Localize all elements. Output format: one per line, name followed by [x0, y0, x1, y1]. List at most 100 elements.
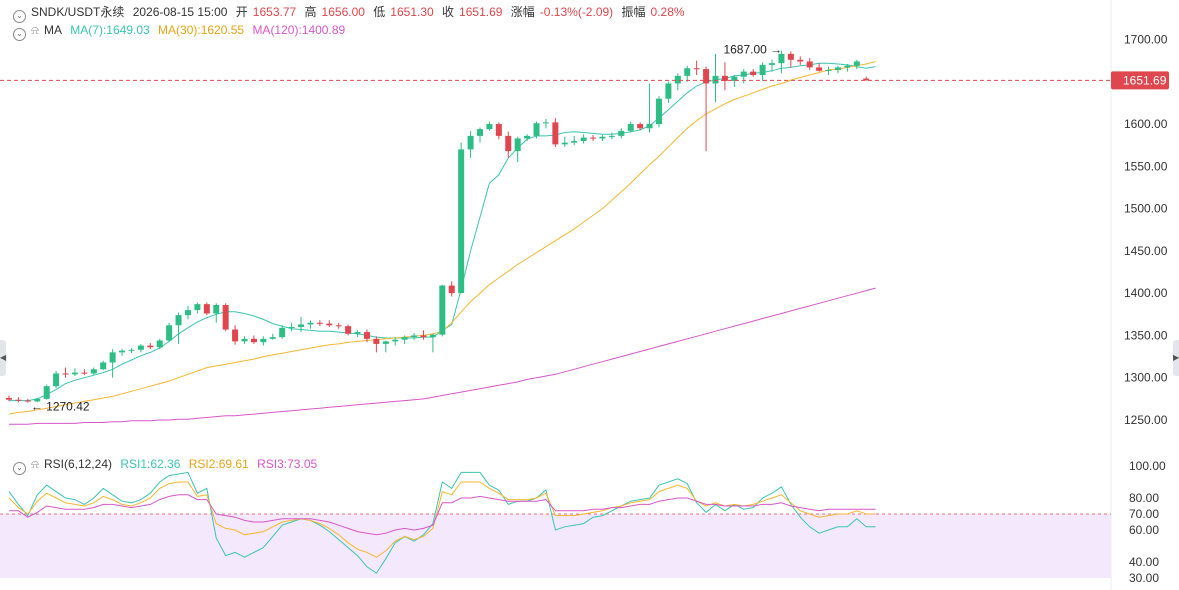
candle-body	[354, 332, 361, 334]
price-tick-label: 1600.00	[1124, 117, 1168, 131]
price-marks: 1651.69 1687.00 → ← 1270.42	[0, 42, 1169, 414]
candle-body	[458, 149, 465, 294]
rsi-line-1	[8, 471, 876, 574]
ma7-legend: MA(7):1649.03	[70, 23, 150, 37]
ma-label[interactable]: MA	[43, 23, 62, 37]
header-row: ⌄ SNDK/USDT永续 2026-08-15 15:00 开 1653.77 高…	[13, 4, 690, 23]
candle-body	[627, 124, 634, 131]
rsi-tick-label: 100.00	[1129, 459, 1166, 473]
candle-body	[693, 68, 700, 70]
change-value: -0.13%(-2.09)	[539, 5, 614, 19]
price-axis: 1700.001650.001600.001550.001500.001450.…	[1124, 33, 1168, 428]
price-tick-label: 1400.00	[1124, 286, 1168, 300]
candle-body	[90, 369, 97, 374]
chevron-left-icon: ◀	[0, 353, 7, 362]
price-tick-label: 1450.00	[1124, 244, 1168, 258]
candle-body	[335, 325, 342, 327]
candle-body	[166, 325, 173, 341]
candle-body	[71, 372, 78, 375]
bell-icon[interactable]: ⍾	[31, 23, 39, 37]
candle-body	[533, 123, 540, 136]
candle-body	[665, 83, 672, 99]
rsi-legend-row: ⌄ ⍾ RSI(6,12,24) RSI1:62.36 RSI2:69.61 RSI…	[13, 456, 322, 475]
candle-body	[100, 362, 107, 370]
chevron-right-icon: ▶	[1173, 353, 1179, 362]
candle-body	[684, 68, 691, 76]
amplitude-value: 0.28%	[650, 5, 685, 19]
price-tick-label: 1500.00	[1124, 202, 1168, 216]
bell-icon[interactable]: ⍾	[31, 457, 39, 471]
candle-body	[863, 78, 870, 81]
candle-body	[53, 373, 60, 387]
candle-body	[477, 129, 483, 136]
candle-body	[128, 349, 135, 351]
candle-body	[316, 322, 323, 324]
candle-body	[34, 398, 41, 402]
candle-body	[401, 337, 408, 340]
candle-body	[175, 315, 182, 326]
close-value: 1651.69	[459, 5, 503, 19]
candle-body	[590, 137, 597, 139]
candle-body	[288, 326, 295, 328]
candle-body	[655, 98, 662, 125]
candle-body	[674, 75, 681, 84]
candle-body	[260, 338, 267, 343]
candle-body	[307, 322, 314, 325]
candle-body	[119, 350, 126, 353]
candle-body	[392, 339, 399, 342]
rsi-label[interactable]: RSI(6,12,24)	[43, 457, 112, 471]
scroll-left-handle[interactable]: ◀	[0, 340, 6, 376]
candle-body	[580, 137, 587, 141]
symbol-name[interactable]: SNDK/USDT永续	[31, 5, 125, 19]
candle-body	[825, 69, 832, 71]
candle-body	[712, 75, 719, 84]
open-value: 1653.77	[252, 5, 297, 19]
candle-body	[844, 65, 851, 68]
candle-body	[420, 335, 427, 338]
candle-body	[703, 69, 710, 84]
price-tick-label: 1250.00	[1124, 413, 1168, 427]
candle-body	[787, 53, 794, 60]
candle-body	[6, 398, 12, 400]
price-tick-label: 1700.00	[1124, 33, 1168, 47]
candle-body	[81, 372, 88, 374]
candle-body	[571, 140, 578, 143]
candle-body	[495, 124, 502, 136]
candle-body	[156, 340, 163, 348]
candle-body	[279, 327, 286, 338]
ma-line-120	[9, 287, 876, 425]
candle-body	[232, 329, 239, 342]
rsi-tick-label: 30.00	[1129, 571, 1159, 585]
candle-body	[345, 326, 352, 334]
candle-body	[24, 400, 31, 402]
ma-lines	[8, 61, 876, 425]
candle-body	[203, 304, 210, 314]
ma120-legend: MA(120):1400.89	[252, 23, 346, 37]
candle-body	[797, 59, 804, 62]
rsi-tick-label: 70.00	[1129, 507, 1159, 521]
chevron-down-icon[interactable]: ⌄	[13, 462, 26, 475]
rsi2-legend: RSI2:69.61	[188, 457, 249, 471]
low-label: 低	[373, 5, 386, 19]
candle-body	[778, 53, 785, 64]
last-price-label: 1651.69	[1123, 73, 1167, 87]
candle-body	[326, 323, 333, 326]
chevron-down-icon[interactable]: ⌄	[13, 10, 26, 23]
candle-body	[759, 64, 766, 76]
min-price-label: ← 1270.42	[31, 400, 90, 414]
change-label: 涨幅	[510, 5, 535, 19]
chevron-down-icon[interactable]: ⌄	[13, 28, 26, 41]
candle-body	[514, 138, 521, 152]
candle-time: 2026-08-15 15:00	[132, 5, 228, 19]
rsi-band	[0, 514, 1111, 578]
rsi-tick-label: 40.00	[1129, 555, 1159, 569]
rsi1-legend: RSI1:62.36	[120, 457, 181, 471]
candle-body	[646, 124, 653, 129]
scroll-right-handle[interactable]: ▶	[1173, 340, 1179, 376]
candle-body	[599, 136, 606, 139]
candle-body	[608, 135, 615, 137]
rsi-tick-label: 80.00	[1129, 491, 1159, 505]
candle-body	[411, 335, 418, 338]
candle-body	[194, 304, 201, 311]
